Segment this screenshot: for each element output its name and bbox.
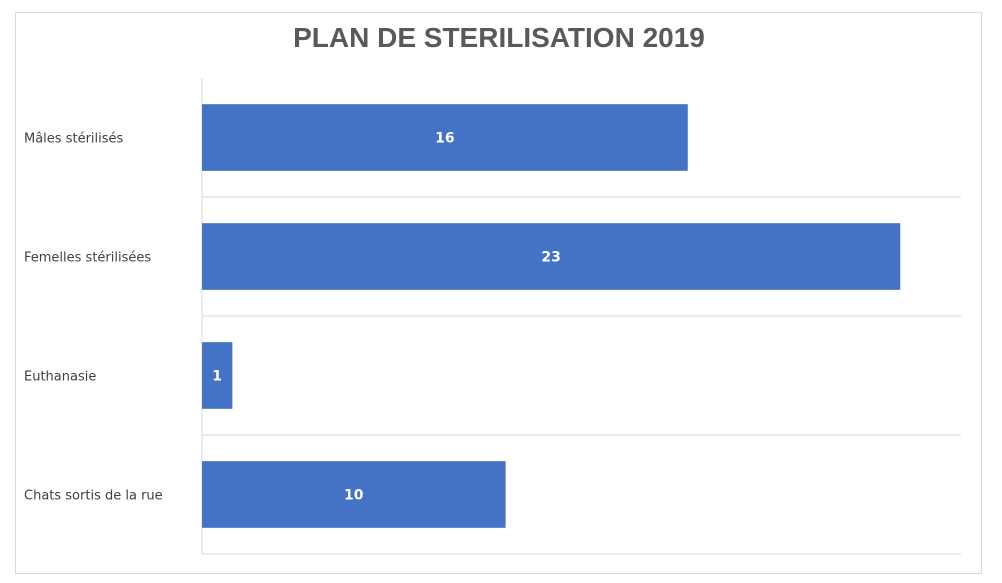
data-label-4: 10 xyxy=(344,488,364,504)
category-labels: Mâles stérilisés Femelles stérilisées Euth… xyxy=(24,132,163,504)
bar-4 xyxy=(202,461,506,528)
bars xyxy=(202,104,901,528)
bar-1 xyxy=(202,104,688,171)
data-label-2: 23 xyxy=(541,250,560,266)
chart-frame: PLAN DE STERILISATION 2019 Mâles stérili… xyxy=(15,12,982,574)
chart-title: PLAN DE STERILISATION 2019 xyxy=(293,22,705,53)
data-label-3: 1 xyxy=(212,369,222,385)
category-label-3: Euthanasie xyxy=(24,370,96,385)
category-label-4: Chats sortis de la rue xyxy=(24,489,163,504)
data-label-1: 16 xyxy=(435,131,454,147)
category-label-2: Femelles stérilisées xyxy=(24,251,151,266)
bar-3 xyxy=(202,342,233,409)
category-label-1: Mâles stérilisés xyxy=(24,132,124,147)
bar-2 xyxy=(202,223,901,290)
data-labels: 16 23 1 10 xyxy=(212,131,561,504)
bar-chart: PLAN DE STERILISATION 2019 Mâles stérili… xyxy=(24,22,961,555)
grid-lines xyxy=(202,196,961,555)
